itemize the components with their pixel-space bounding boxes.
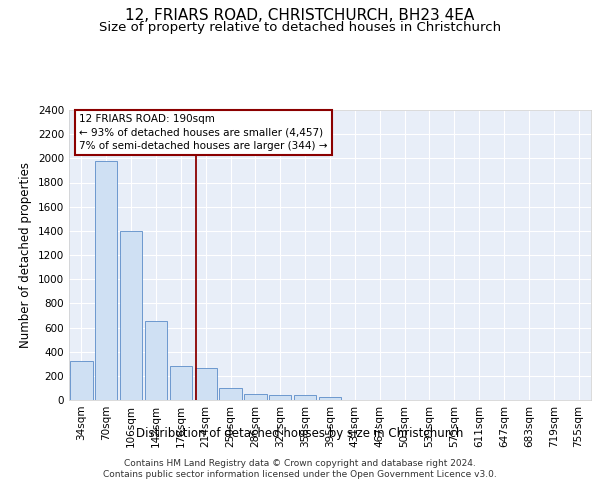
- Text: Size of property relative to detached houses in Christchurch: Size of property relative to detached ho…: [99, 21, 501, 34]
- Bar: [194, 368, 217, 400]
- Bar: [244, 394, 266, 400]
- Bar: [269, 395, 292, 400]
- Bar: [170, 366, 192, 400]
- Bar: [145, 322, 167, 400]
- Bar: [120, 231, 142, 400]
- Bar: [319, 397, 341, 400]
- Text: Contains public sector information licensed under the Open Government Licence v3: Contains public sector information licen…: [103, 470, 497, 479]
- Text: Contains HM Land Registry data © Crown copyright and database right 2024.: Contains HM Land Registry data © Crown c…: [124, 458, 476, 468]
- Bar: [220, 388, 242, 400]
- Bar: [70, 360, 92, 400]
- Text: Distribution of detached houses by size in Christchurch: Distribution of detached houses by size …: [136, 428, 464, 440]
- Text: 12 FRIARS ROAD: 190sqm
← 93% of detached houses are smaller (4,457)
7% of semi-d: 12 FRIARS ROAD: 190sqm ← 93% of detached…: [79, 114, 328, 151]
- Text: 12, FRIARS ROAD, CHRISTCHURCH, BH23 4EA: 12, FRIARS ROAD, CHRISTCHURCH, BH23 4EA: [125, 8, 475, 22]
- Y-axis label: Number of detached properties: Number of detached properties: [19, 162, 32, 348]
- Bar: [294, 395, 316, 400]
- Bar: [95, 162, 118, 400]
